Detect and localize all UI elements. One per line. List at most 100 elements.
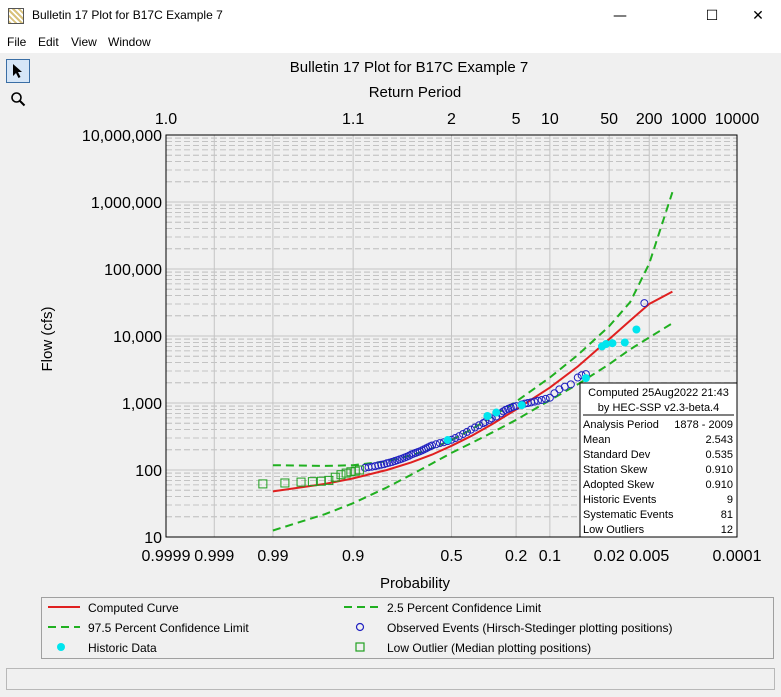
observed-event-point [435,439,444,448]
minimize-button[interactable]: — [613,7,627,24]
observed-event-point [470,423,479,432]
observed-event-point [537,395,546,404]
y-tick-label: 10,000,000 [82,128,162,145]
menu-edit[interactable]: Edit [38,35,59,49]
observed-event-point [533,396,542,405]
legend-label-historic-data: Historic Data [88,641,157,655]
maximize-button[interactable]: ☐ [705,7,719,24]
app-icon [8,8,24,24]
historic-data-point [483,411,492,420]
historic-data-point [602,339,611,348]
observed-event-point [545,393,554,402]
x-tick-label: 0.005 [629,548,669,565]
observed-event-point [374,461,383,470]
low-outlier-point [341,468,351,478]
observed-event-point [367,462,376,471]
x-axis-label: Probability [380,575,451,592]
chart-title: Bulletin 17 Plot for B17C Example 7 [290,59,528,76]
observed-event-point [371,462,380,471]
return-period-tick-label: 5 [512,111,521,128]
return-period-tick-label: 10 [541,111,559,128]
low-outlier-point [324,475,334,485]
legend-symbol-observed-events [355,622,365,632]
y-tick-label: 1,000,000 [91,195,162,212]
stats-label-analysis-period: Analysis Period [583,419,659,431]
y-tick-label: 10,000 [113,329,162,346]
observed-event-point [428,441,437,450]
stats-label-systematic-events: Systematic Events [583,509,674,521]
observed-event-point [462,427,471,436]
close-button[interactable]: ✕ [752,7,764,24]
pointer-tool-button[interactable] [6,59,30,83]
stats-value-low-outliers: 12 [721,524,733,536]
stats-label-adopted-skew: Adopted Skew [583,479,654,491]
low-outlier-point [336,470,346,480]
historic-data-point [492,408,501,417]
return-period-tick-label: 50 [600,111,618,128]
plot-area [165,134,738,538]
low-outlier-point [330,472,340,482]
stats-label-mean: Mean [583,434,611,446]
computed-curve-line [272,290,673,493]
menu-window[interactable]: Window [108,35,151,49]
zoom-tool-button[interactable] [6,87,30,111]
stats-value-station-skew: 0.910 [705,464,733,476]
97-5-percent-confidence-limit-line [272,322,673,532]
observed-event-point [451,434,460,443]
stats-value-analysis-period: 1878 - 2009 [674,419,733,431]
plot-panel: Bulletin 17 Plot for B17C Example 7 Retu… [38,54,778,664]
stats-value-adopted-skew: 0.910 [705,479,733,491]
x-tick-label: 0.99 [257,548,288,565]
return-period-tick-label: 200 [636,111,663,128]
legend-symbol-computed-curve [48,606,80,608]
title-bar: Bulletin 17 Plot for B17C Example 7 — ☐ … [0,0,781,31]
observed-event-point [573,373,582,382]
magnifier-icon [11,92,26,107]
return-period-tick-label: 1.1 [342,111,364,128]
observed-event-point [640,299,649,308]
window-title: Bulletin 17 Plot for B17C Example 7 [32,8,223,22]
observed-event-point [432,440,441,449]
legend-label-lower-limit: 97.5 Percent Confidence Limit [88,621,249,635]
stats-value-systematic-events: 81 [721,509,733,521]
observed-event-point [377,460,386,469]
stats-label-low-outliers: Low Outliers [583,524,645,536]
menu-file[interactable]: File [7,35,27,49]
y-tick-label: 100,000 [104,262,162,279]
stats-header-version: by HEC-SSP v2.3-beta.4 [598,402,719,414]
x-tick-label: 0.5 [440,548,462,565]
stats-label-standard-dev: Standard Dev [583,449,651,461]
return-period-tick-label: 2 [447,111,456,128]
y-axis-label: Flow (cfs) [39,307,56,372]
x-tick-label: 0.0001 [713,548,762,565]
observed-event-point [459,429,468,438]
stats-label-historic-events: Historic Events [583,494,657,506]
observed-event-point [566,380,575,389]
stats-value-standard-dev: 0.535 [705,449,733,461]
legend-symbol-upper-limit [344,606,380,608]
historic-data-point [620,338,629,347]
y-tick-label: 1,000 [122,396,162,413]
statistics-box: Computed 25Aug2022 21:43 by HEC-SSP v2.3-… [579,382,738,538]
legend-label-low-outlier: Low Outlier (Median plotting positions) [387,641,592,655]
historic-data-point [443,436,452,445]
legend-label-observed-events: Observed Events (Hirsch-Stedinger plotti… [387,621,673,635]
observed-event-point [466,425,475,434]
y-tick-label: 100 [135,463,162,480]
observed-event-point [455,432,464,441]
x-tick-label: 0.02 [594,548,625,565]
chart-svg[interactable]: Bulletin 17 Plot for B17C Example 7 Retu… [38,54,778,599]
axis-ticks: 10,000,0001,000,000100,00010,0001,000100… [82,111,762,565]
menu-view[interactable]: View [71,35,97,49]
x-tick-label: 0.2 [505,548,527,565]
tool-palette [4,57,34,119]
legend: Computed Curve 2.5 Percent Confidence Li… [41,597,774,659]
low-outlier-point [296,477,306,487]
arrow-pointer-icon [13,64,22,78]
historic-data-point [581,374,590,383]
stats-value-historic-events: 9 [727,494,733,506]
x-tick-label: 0.9 [342,548,364,565]
stats-box-frame [579,382,738,538]
menu-bar: File Edit View Window [0,31,781,53]
return-period-tick-label: 1.0 [155,111,177,128]
